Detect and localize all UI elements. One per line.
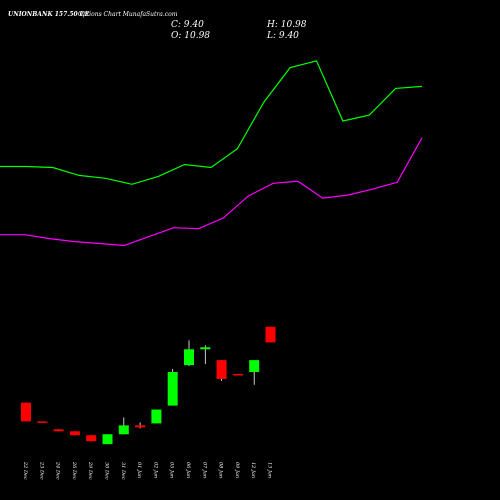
candle-body	[167, 372, 178, 406]
overlay-lines	[0, 60, 423, 247]
candle-body	[216, 360, 227, 379]
candle-body	[53, 429, 64, 432]
x-tick-label: 22 Dec	[22, 461, 28, 480]
x-tick-label: 30 Dec	[104, 462, 110, 480]
overlay-line-1	[0, 60, 423, 185]
candles	[21, 326, 276, 445]
x-tick-label: 31 Dec	[120, 462, 126, 480]
x-tick-label: 07 Jan	[201, 462, 207, 478]
candle-body	[37, 421, 48, 423]
candle-body	[102, 434, 113, 445]
x-tick-label: 06 Jan	[185, 462, 191, 478]
candle	[21, 402, 31, 422]
candle	[232, 373, 243, 376]
candle	[102, 434, 113, 445]
candle	[200, 345, 211, 365]
low-value: L: 9.40	[266, 31, 299, 41]
x-tick-label: 05 Jan	[169, 462, 175, 478]
candle-body	[69, 431, 80, 436]
candle-body	[21, 402, 31, 422]
candle	[151, 409, 162, 424]
candle	[86, 435, 97, 442]
x-tick-label: 26 Dec	[71, 461, 77, 480]
chart-title: UNIONBANK 157.50 CE	[8, 11, 90, 18]
candle	[167, 369, 178, 406]
x-tick-label: 01 Jan	[136, 462, 142, 478]
x-tick-label: 09 Jan	[234, 462, 240, 478]
candle-body	[184, 349, 194, 366]
x-tick-label: 29 Dec	[87, 461, 93, 480]
close-value: C: 9.40	[171, 20, 204, 30]
open-value: O: 10.98	[171, 31, 210, 41]
candle-body	[135, 425, 146, 428]
x-tick-label: 08 Jan	[218, 462, 224, 478]
x-axis-ticks: 22 Dec 23 Dec 24 Dec 26 Dec 29 Dec 30 Dec 31 D…	[22, 461, 273, 480]
candle-body	[232, 373, 243, 376]
chart-subtitle: Options Chart MunafaSutra.com	[78, 11, 178, 18]
candle-body	[151, 409, 162, 424]
candle-body	[86, 435, 97, 442]
candle-body	[200, 347, 211, 350]
high-value: H: 10.98	[266, 20, 307, 30]
candle-body	[249, 360, 260, 372]
candle	[216, 360, 227, 381]
candle	[184, 340, 194, 367]
x-tick-label: 13 Jan	[267, 462, 273, 478]
overlay-line-2	[0, 137, 423, 247]
x-tick-label: 02 Jan	[152, 462, 158, 478]
candle	[118, 417, 129, 435]
candle-body	[118, 425, 129, 435]
candle	[53, 429, 64, 432]
x-tick-label: 12 Jan	[250, 462, 256, 478]
x-tick-label: 23 Dec	[38, 461, 44, 480]
candle	[265, 326, 276, 343]
candle	[69, 431, 80, 436]
candle-body	[265, 326, 276, 343]
candle	[37, 421, 48, 423]
candle	[249, 360, 260, 385]
candle	[135, 422, 146, 429]
x-tick-label: 24 Dec	[55, 461, 61, 480]
